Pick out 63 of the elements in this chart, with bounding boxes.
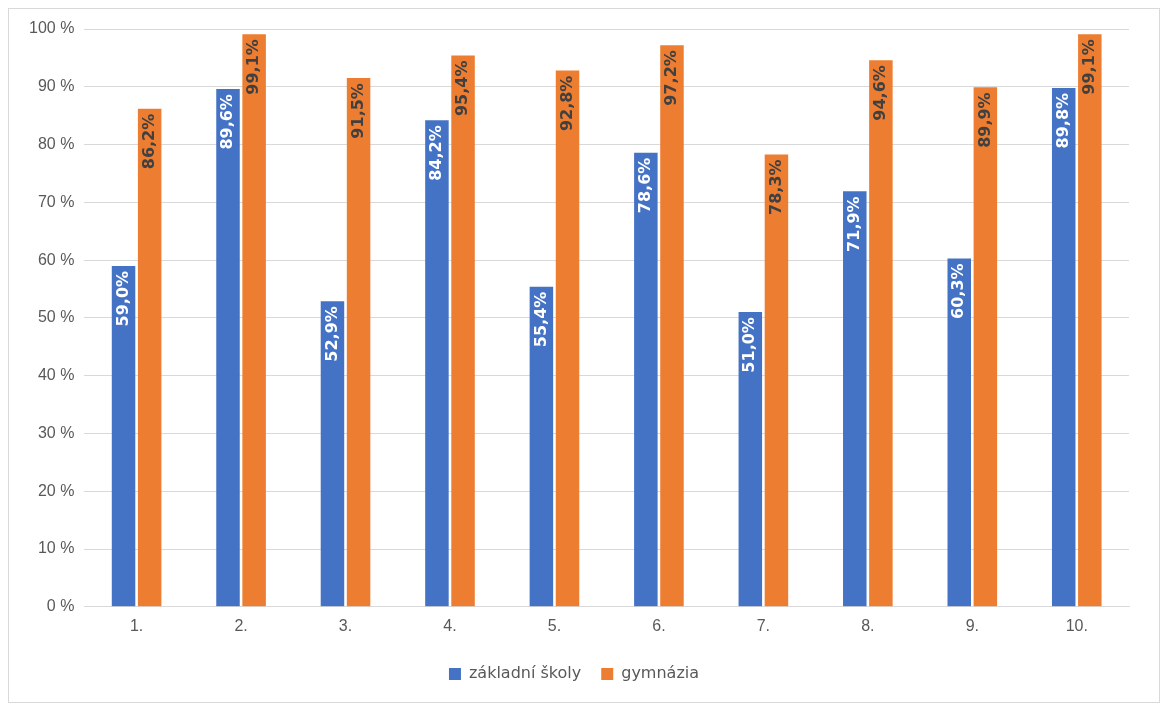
data-label: 91,5% <box>347 83 367 139</box>
data-label: 84,2% <box>426 125 446 181</box>
bar <box>216 89 240 607</box>
data-label: 78,6% <box>635 157 655 214</box>
y-tick-label: 50 % <box>37 308 75 326</box>
data-label: 51,0% <box>739 317 759 373</box>
data-label: 89,6% <box>217 94 237 150</box>
bar <box>425 120 449 607</box>
y-tick-label: 100 % <box>28 19 75 37</box>
x-tick-label: 5. <box>547 616 562 634</box>
bar <box>660 45 684 607</box>
bar <box>843 191 867 607</box>
data-label: 59,0% <box>112 270 132 327</box>
bar <box>451 55 475 607</box>
bar <box>869 60 893 607</box>
data-label: 86,2% <box>138 113 158 170</box>
x-tick-label: 4. <box>443 616 457 634</box>
bar <box>137 108 162 607</box>
data-label: 99,1% <box>243 39 263 95</box>
x-tick-label: 7. <box>756 616 771 634</box>
bar <box>738 312 763 607</box>
x-tick-label: 3. <box>338 616 353 634</box>
bar <box>320 301 345 607</box>
y-tick-label: 0 % <box>46 597 75 615</box>
x-tick-label: 2. <box>234 616 248 634</box>
data-label: 92,8% <box>556 75 576 132</box>
legend-label: gymnázia <box>621 663 700 683</box>
y-tick-label: 40 % <box>37 366 75 384</box>
data-label: 71,9% <box>843 196 863 252</box>
x-tick-label: 6. <box>652 616 666 634</box>
y-tick-label: 30 % <box>37 423 75 441</box>
y-tick-label: 90 % <box>37 77 75 95</box>
bar <box>346 78 371 607</box>
data-label: 52,9% <box>321 306 341 362</box>
data-label: 55,4% <box>530 291 550 348</box>
bar <box>973 87 998 607</box>
data-label: 99,1% <box>1078 39 1098 95</box>
bar <box>634 152 658 607</box>
bar <box>529 286 554 607</box>
bar <box>947 258 971 607</box>
bar <box>242 34 266 607</box>
bar <box>764 154 789 607</box>
data-label: 97,2% <box>661 50 681 106</box>
y-tick-label: 70 % <box>37 192 75 210</box>
bar <box>111 265 136 607</box>
y-tick-label: 80 % <box>37 134 75 152</box>
legend-label: základní školy <box>468 663 582 683</box>
data-label: 89,8% <box>1052 92 1072 149</box>
x-tick-label: 10. <box>1065 616 1088 634</box>
data-label: 78,3% <box>765 159 785 215</box>
data-label: 94,6% <box>870 65 890 121</box>
data-label: 95,4% <box>452 60 472 117</box>
x-tick-label: 9. <box>965 616 979 634</box>
bar <box>1051 87 1076 607</box>
y-tick-label: 20 % <box>37 481 75 499</box>
bar <box>1078 34 1102 607</box>
data-label: 89,9% <box>974 92 994 148</box>
x-tick-label: 8. <box>861 616 875 634</box>
y-tick-label: 60 % <box>37 250 75 268</box>
y-tick-label: 10 % <box>37 539 75 557</box>
x-tick-label: 1. <box>129 616 144 634</box>
data-label: 60,3% <box>948 263 968 319</box>
bar <box>555 70 580 607</box>
